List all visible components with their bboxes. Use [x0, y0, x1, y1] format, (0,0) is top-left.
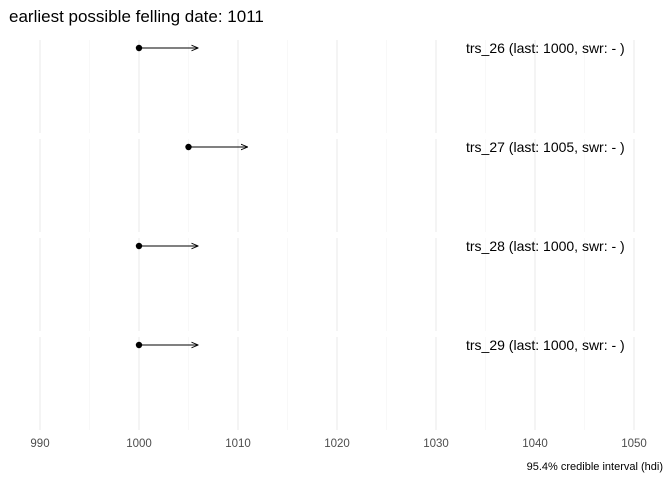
chart-title: earliest possible felling date: 1011: [9, 7, 264, 26]
x-tick-label: 990: [30, 438, 49, 450]
x-tick-label: 1000: [126, 438, 152, 450]
series-label: trs_28 (last: 1000, swr: - ): [466, 238, 625, 254]
series-marks: trs_26 (last: 1000, swr: - ) trs_27 (last…: [135, 40, 625, 353]
x-tick-label: 1040: [522, 438, 548, 450]
x-tick-label: 1020: [324, 438, 350, 450]
last-ring-point: [135, 44, 143, 52]
last-ring-point: [185, 143, 192, 151]
series-label: trs_29 (last: 1000, swr: - ): [466, 337, 625, 353]
series-label: trs_27 (last: 1005, swr: - ): [466, 139, 625, 155]
x-tick-label: 1030: [423, 438, 449, 450]
x-tick-label: 1050: [621, 438, 647, 450]
gridlines: [39, 40, 635, 430]
x-tick-label: 1010: [225, 438, 251, 450]
last-ring-point: [135, 341, 143, 349]
x-axis-title: 95.4% credible interval (hdi): [527, 461, 663, 473]
series-label: trs_26 (last: 1000, swr: - ): [466, 40, 625, 56]
x-axis-ticks: 990 1000 1010 1020 1030 1040 1050: [30, 438, 646, 450]
last-ring-point: [135, 242, 143, 250]
